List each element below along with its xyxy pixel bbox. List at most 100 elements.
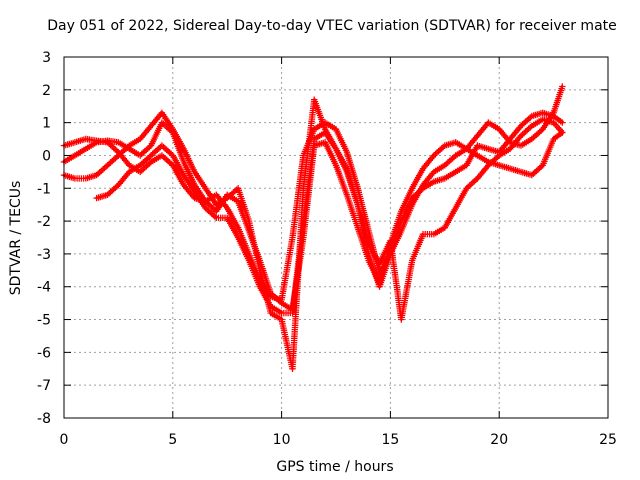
data-point bbox=[149, 124, 153, 128]
data-point bbox=[269, 311, 272, 315]
x-axis-label: GPS time / hours bbox=[276, 459, 393, 475]
y-tick-labels: 3 2 1 0 -1 -2 -3 -4 -5 -6 -7 -8 bbox=[37, 50, 51, 427]
data-point bbox=[476, 144, 479, 147]
data-point bbox=[171, 154, 174, 157]
data-point bbox=[334, 128, 338, 131]
axis-ticks bbox=[63, 56, 609, 419]
data-point bbox=[432, 233, 436, 236]
x-tick-label: 10 bbox=[273, 432, 291, 448]
data-point bbox=[519, 134, 523, 137]
y-tick-label: -3 bbox=[37, 247, 51, 263]
data-point bbox=[465, 147, 468, 151]
data-point bbox=[476, 177, 479, 180]
data-point bbox=[552, 111, 555, 114]
data-point bbox=[323, 131, 327, 134]
data-point bbox=[454, 170, 457, 174]
data-point bbox=[128, 164, 131, 167]
data-point bbox=[367, 242, 370, 246]
data-point bbox=[432, 170, 436, 174]
data-point bbox=[236, 236, 240, 239]
y-tick-label: 3 bbox=[42, 50, 51, 66]
y-tick-label: -2 bbox=[37, 214, 51, 230]
data-point bbox=[432, 154, 436, 157]
data-point bbox=[498, 154, 501, 157]
data-point bbox=[226, 216, 229, 220]
data-point bbox=[280, 318, 283, 321]
data-point bbox=[73, 177, 77, 180]
data-point bbox=[356, 203, 359, 206]
data-point bbox=[421, 183, 425, 187]
data-point bbox=[269, 305, 272, 308]
data-point bbox=[519, 144, 523, 147]
data-point bbox=[128, 147, 131, 151]
data-point bbox=[561, 121, 564, 124]
data-point bbox=[443, 177, 446, 180]
data-point bbox=[454, 141, 457, 144]
data-point bbox=[138, 164, 142, 167]
data-point bbox=[530, 137, 534, 141]
y-tick-label: 0 bbox=[42, 148, 51, 164]
data-point bbox=[84, 147, 87, 151]
data-point bbox=[117, 183, 120, 187]
data-point bbox=[236, 200, 240, 203]
data-point bbox=[302, 154, 305, 157]
data-point bbox=[215, 216, 218, 220]
data-point bbox=[541, 128, 544, 131]
data-point bbox=[541, 111, 544, 114]
data-point bbox=[378, 282, 381, 285]
data-point bbox=[552, 121, 555, 124]
data-point bbox=[280, 301, 283, 305]
data-point bbox=[204, 187, 207, 190]
data-point bbox=[476, 134, 479, 137]
data-point bbox=[530, 173, 534, 177]
data-point bbox=[149, 160, 153, 164]
data-point bbox=[465, 164, 468, 167]
grid-lines bbox=[64, 57, 608, 418]
data-point bbox=[487, 121, 490, 124]
data-point bbox=[519, 124, 523, 128]
data-series-track-4 bbox=[93, 116, 566, 323]
data-point bbox=[193, 190, 196, 193]
data-point bbox=[519, 170, 523, 174]
data-point bbox=[149, 154, 153, 157]
data-point bbox=[247, 259, 251, 262]
data-point bbox=[95, 141, 98, 144]
data-point bbox=[160, 121, 164, 124]
data-point bbox=[138, 137, 142, 141]
data-point bbox=[561, 85, 564, 88]
data-point bbox=[454, 154, 457, 157]
data-point bbox=[117, 154, 120, 157]
data-point bbox=[73, 154, 77, 157]
data-point bbox=[95, 173, 98, 177]
data-point bbox=[258, 259, 262, 262]
data-point bbox=[160, 111, 164, 114]
data-point bbox=[95, 196, 98, 200]
data-point bbox=[443, 164, 446, 167]
y-axis-label: SDTVAR / TECUs bbox=[8, 181, 24, 296]
data-point bbox=[269, 292, 272, 295]
data-point bbox=[117, 141, 120, 144]
data-point bbox=[410, 203, 414, 206]
data-point bbox=[171, 131, 174, 134]
data-point bbox=[313, 137, 316, 141]
data-point bbox=[508, 147, 512, 151]
data-point bbox=[334, 147, 338, 151]
data-point bbox=[561, 131, 564, 134]
data-point bbox=[498, 164, 501, 167]
data-point bbox=[302, 187, 305, 190]
data-point bbox=[128, 170, 131, 174]
plot-frame bbox=[63, 56, 609, 419]
y-tick-label: -4 bbox=[37, 280, 51, 296]
data-point bbox=[356, 187, 359, 190]
x-tick-label: 15 bbox=[381, 432, 399, 448]
data-point bbox=[193, 170, 196, 174]
data-point bbox=[443, 226, 446, 229]
data-point bbox=[541, 118, 544, 121]
data-point bbox=[400, 210, 403, 213]
data-point bbox=[258, 285, 262, 288]
data-point bbox=[410, 259, 414, 262]
data-point bbox=[247, 229, 251, 233]
data-point bbox=[432, 180, 436, 183]
